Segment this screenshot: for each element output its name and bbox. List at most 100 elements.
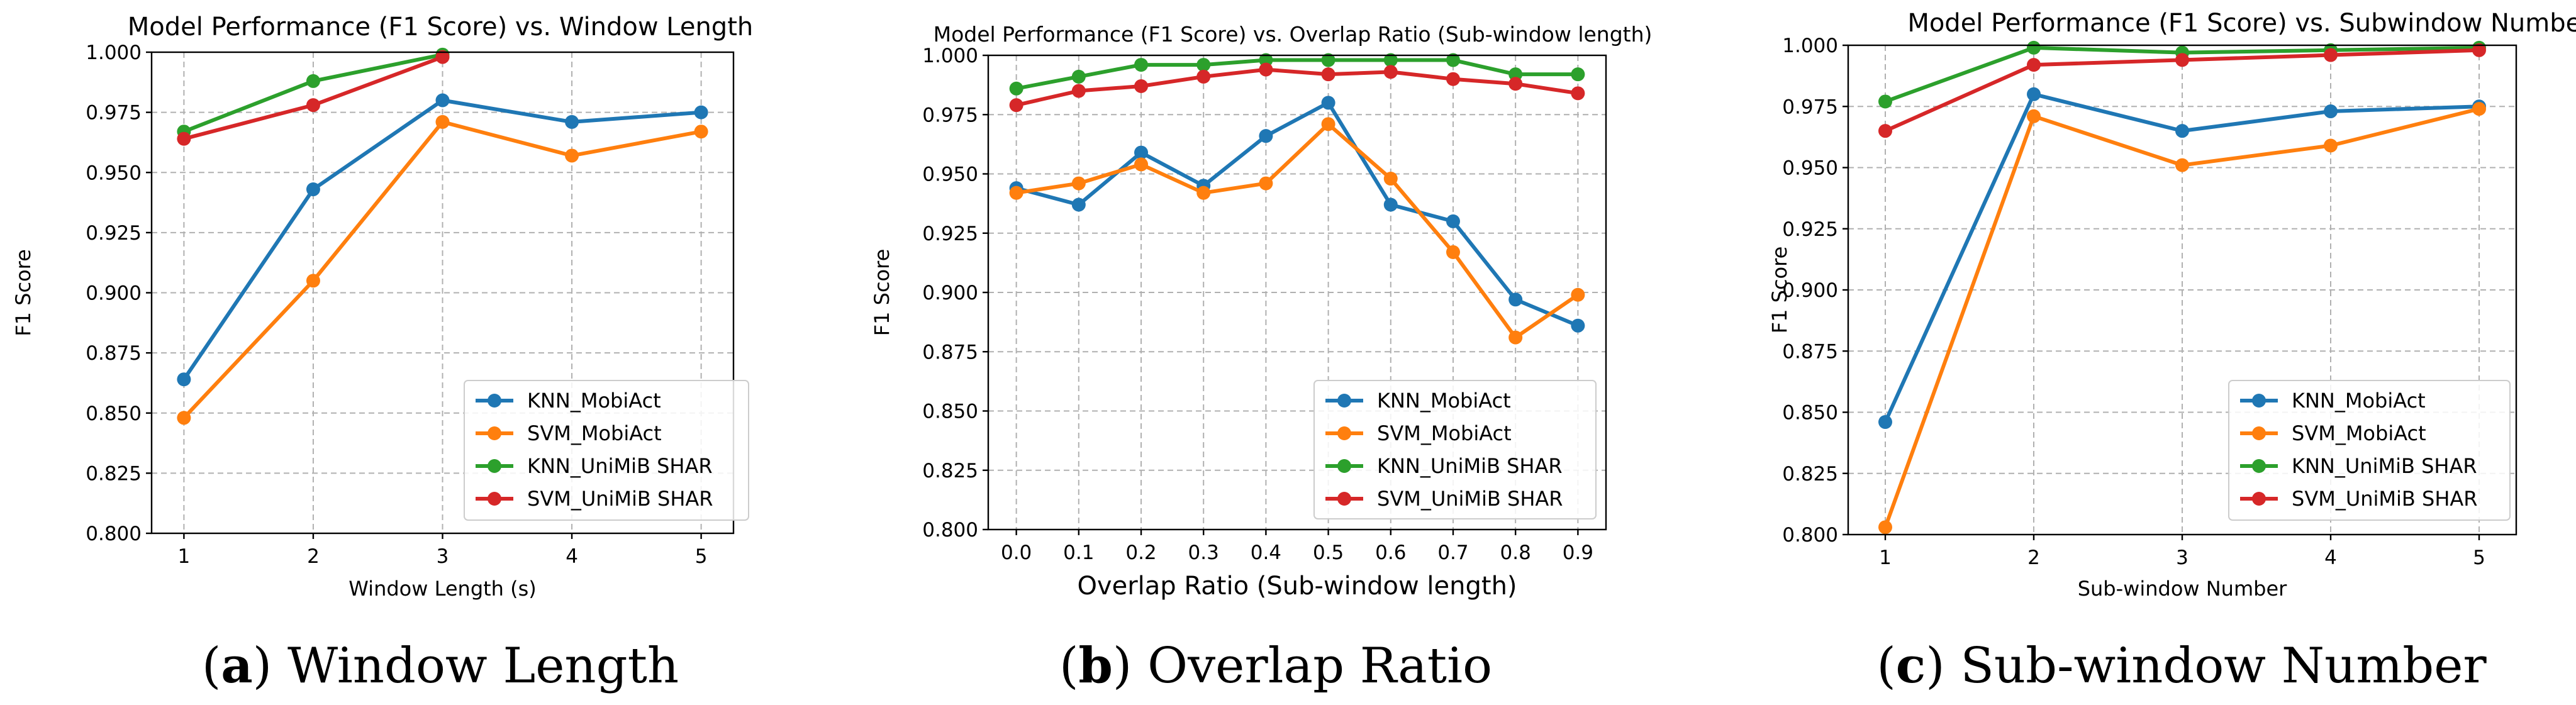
legend-label: SVM_MobiAct	[2292, 421, 2426, 445]
x-tick-label: 4	[2324, 547, 2337, 569]
chart-panel-2: 0.800 0.825 0.850 0.875 0.900 0.925 0.950 0.975…	[870, 22, 1652, 694]
y-tick-label: 0.825	[86, 462, 142, 485]
data-point	[2324, 48, 2338, 62]
x-tick-label: 5	[695, 545, 708, 568]
data-point	[1071, 197, 1086, 212]
data-point	[2175, 158, 2189, 172]
x-axis-label: Overlap Ratio (Sub-window length)	[1077, 572, 1517, 601]
x-tick-label: 0.7	[1437, 541, 1468, 564]
y-tick-label: 0.925	[1782, 218, 1838, 241]
legend-marker	[1337, 394, 1351, 408]
plot-frame	[987, 54, 1607, 531]
data-point	[1134, 145, 1149, 160]
data-point	[2324, 104, 2338, 119]
data-point	[1071, 176, 1086, 191]
y-tick-label: 0.975	[86, 102, 142, 125]
caption-paren: )	[1113, 638, 1147, 694]
y-axis-label: F1 Score	[1768, 247, 1792, 334]
data-point	[1508, 67, 1523, 82]
data-point	[1071, 69, 1086, 84]
data-point	[1259, 176, 1273, 191]
data-point	[565, 148, 579, 163]
legend: KNN_MobiAct SVM_MobiAct KNN_UniMiB SHAR SVM…	[2228, 380, 2511, 521]
data-point	[2027, 87, 2041, 101]
data-point	[1383, 172, 1398, 186]
data-point	[2324, 138, 2338, 153]
legend-label: SVM_UniMiB SHAR	[527, 487, 713, 511]
subfigure-caption: (a) Window Length	[202, 637, 679, 694]
data-point	[1196, 58, 1211, 72]
data-point	[2175, 53, 2189, 67]
y-tick-label: 0.950	[86, 162, 142, 184]
legend-marker	[2252, 492, 2266, 506]
data-point	[1321, 96, 1335, 110]
data-point	[1259, 53, 1273, 67]
data-point	[1134, 157, 1149, 172]
data-point	[2472, 43, 2486, 57]
chart-title: Model Performance (F1 Score) vs. Subwind…	[1907, 9, 2576, 38]
caption-text: Sub-window Number	[1960, 638, 2487, 694]
data-point	[1878, 415, 1892, 430]
caption-paren: (	[1059, 638, 1078, 694]
legend-marker	[1337, 459, 1351, 473]
x-tick-label: 4	[566, 545, 578, 568]
data-point	[1878, 94, 1892, 109]
y-axis-label: F1 Score	[870, 249, 894, 336]
data-point	[1321, 67, 1335, 82]
caption-paren: (	[202, 638, 221, 694]
data-point	[435, 50, 450, 64]
data-point	[1571, 287, 1585, 302]
y-tick-label: 0.875	[922, 341, 978, 364]
data-point	[1071, 84, 1086, 98]
legend-label: SVM_UniMiB SHAR	[2292, 487, 2478, 511]
data-point	[1446, 245, 1460, 259]
legend-label: KNN_MobiAct	[2292, 389, 2426, 413]
y-tick-label: 0.825	[1782, 463, 1838, 486]
data-point	[1259, 129, 1273, 143]
legend-marker	[1337, 426, 1351, 440]
caption-paren: )	[253, 638, 287, 694]
data-point	[565, 114, 579, 129]
data-point	[1321, 117, 1335, 131]
series-line-0	[1015, 101, 1579, 328]
legend-label: SVM_MobiAct	[1377, 421, 1512, 445]
data-point	[1508, 330, 1523, 345]
x-tick-label: 0.0	[1001, 541, 1032, 564]
chart-panel-1: 0.800 0.825 0.850 0.875 0.900 0.925 0.950 0.975…	[11, 13, 753, 694]
data-point	[1508, 77, 1523, 91]
x-tick-label: 0.9	[1563, 541, 1593, 564]
legend-marker	[2252, 394, 2266, 408]
data-point	[177, 372, 191, 387]
y-tick-label: 0.975	[1782, 96, 1838, 118]
x-tick-label: 0.4	[1251, 541, 1281, 564]
chart-title: Model Performance (F1 Score) vs. Overlap…	[934, 22, 1653, 47]
data-point	[1383, 65, 1398, 79]
legend-marker	[488, 492, 501, 506]
data-point	[2175, 124, 2189, 138]
subfigure-caption: (b) Overlap Ratio	[1059, 637, 1492, 694]
x-tick-label: 2	[307, 545, 320, 568]
y-tick-label: 1.000	[86, 42, 142, 64]
y-tick-label: 0.800	[1782, 524, 1838, 547]
y-tick-label: 0.925	[86, 222, 142, 245]
data-point	[1321, 53, 1335, 67]
data-point	[2027, 40, 2041, 55]
x-tick-label: 0.8	[1500, 541, 1531, 564]
y-tick-label: 0.950	[922, 164, 978, 186]
data-point	[1571, 86, 1585, 101]
y-axis-label: F1 Score	[11, 249, 35, 336]
legend: KNN_MobiAct SVM_MobiAct KNN_UniMiB SHAR SVM…	[1313, 380, 1597, 519]
x-axis-label: Sub-window Number	[2078, 577, 2287, 601]
y-tick-label: 0.800	[922, 519, 978, 541]
y-tick-label: 0.950	[1782, 157, 1838, 180]
legend-box	[2228, 380, 2511, 521]
legend-marker	[488, 394, 501, 408]
data-point	[1446, 214, 1460, 228]
subfigure-caption: (c) Sub-window Number	[1876, 637, 2487, 694]
y-tick-label: 0.875	[86, 342, 142, 365]
caption-text: Window Length	[287, 638, 679, 694]
legend-box	[464, 380, 749, 521]
legend-label: KNN_UniMiB SHAR	[1377, 454, 1563, 478]
series-line-1	[1016, 122, 1580, 340]
data-point	[1134, 58, 1149, 72]
